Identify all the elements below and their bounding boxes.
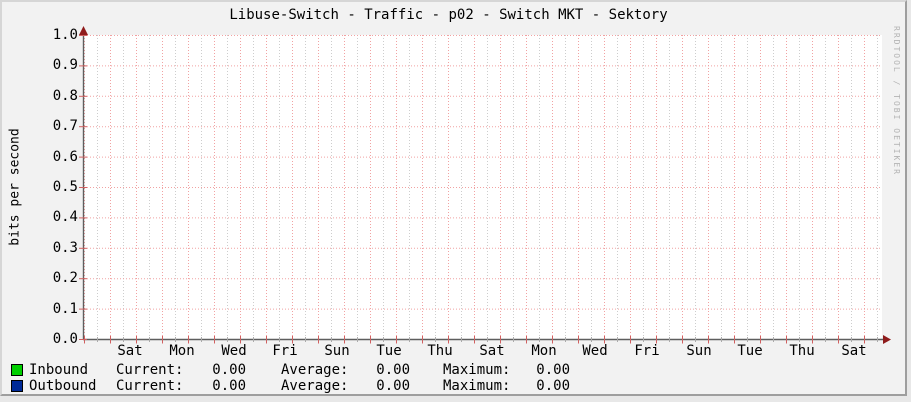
legend-avgv: 0.00 <box>376 378 410 394</box>
x-tick-label: Sat <box>479 343 505 359</box>
legend-name: Inbound <box>29 362 89 378</box>
graph-title: Libuse-Switch - Traffic - p02 - Switch M… <box>229 7 668 23</box>
y-tick-label: 0.1 <box>52 300 78 317</box>
x-tick-label: Fri <box>634 343 660 359</box>
x-tick-label: Tue <box>376 343 402 359</box>
legend-max: Maximum: <box>443 378 511 394</box>
y-tick-label: 0.6 <box>52 148 78 165</box>
legend-swatch-inbound <box>11 364 23 376</box>
x-tick-label: Wed <box>221 343 247 359</box>
y-tick-label: 1.0 <box>52 27 78 43</box>
y-tick-label: 0.9 <box>52 57 78 74</box>
legend-cur: Current: <box>116 362 184 378</box>
x-tick-label: Thu <box>789 343 815 359</box>
legend-curv: 0.00 <box>212 362 246 378</box>
plot-area <box>84 35 882 340</box>
legend-avg: Average: <box>281 378 349 394</box>
x-tick-label: Mon <box>531 343 557 359</box>
x-tick-label: Mon <box>169 343 195 359</box>
x-tick-label: Sat <box>117 343 143 359</box>
legend-curv: 0.00 <box>212 378 246 394</box>
y-tick-label: 0.5 <box>52 179 78 195</box>
y-tick-label: 0.7 <box>52 118 78 135</box>
legend-cur: Current: <box>116 378 184 394</box>
legend-avg: Average: <box>281 362 349 378</box>
x-tick-label: Sun <box>324 343 350 359</box>
legend-maxv: 0.00 <box>536 362 570 378</box>
rrdtool-watermark: RRDTOOL / TOBI OETIKER <box>892 26 901 176</box>
legend-name: Outbound <box>29 378 97 394</box>
legend-max: Maximum: <box>443 362 511 378</box>
legend-avgv: 0.00 <box>376 362 410 378</box>
x-tick-label: Fri <box>272 343 298 359</box>
y-tick-label: 0.3 <box>52 239 78 256</box>
x-tick-label: Sun <box>686 343 712 359</box>
y-tick-label: 0.2 <box>52 270 78 287</box>
legend-row-outbound: Outbound Current: 0.00 Average: 0.00 Maximum:… <box>2 379 602 394</box>
legend-swatch-outbound <box>11 380 23 392</box>
legend-row-inbound: Inbound Current: 0.00 Average: 0.00 Maximum: 0… <box>2 363 602 378</box>
y-tick-label: 0.8 <box>52 87 78 104</box>
y-tick-label: 0.4 <box>52 209 78 226</box>
legend-maxv: 0.00 <box>536 378 570 394</box>
x-tick-label: Sat <box>841 343 867 359</box>
x-tick-label: Thu <box>427 343 453 359</box>
x-tick-label: Wed <box>582 343 608 359</box>
y-tick-label: 0.0 <box>52 331 78 347</box>
x-tick-label: Tue <box>737 343 763 359</box>
